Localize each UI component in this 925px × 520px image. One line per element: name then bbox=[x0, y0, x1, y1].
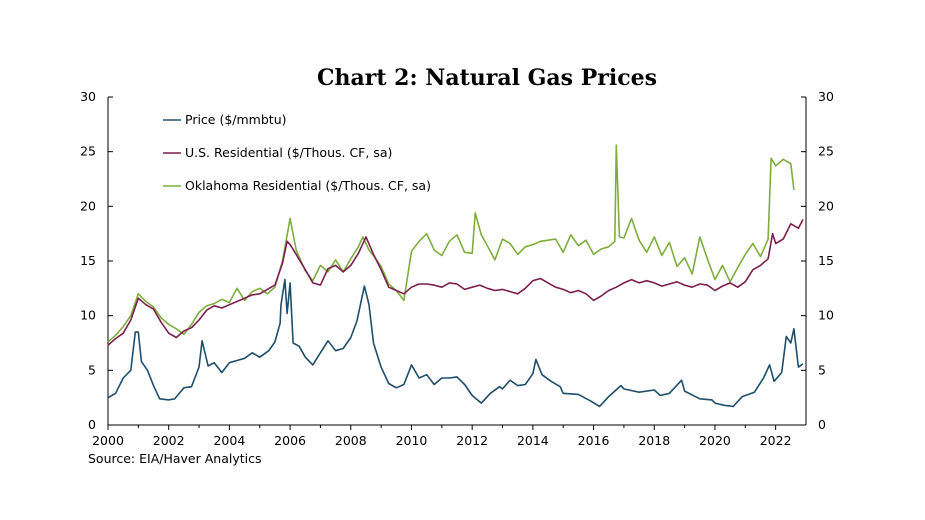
x-tick-label: 2020 bbox=[699, 433, 731, 448]
y-left-tick-label: 0 bbox=[88, 417, 96, 432]
y-axis-right-ticks: 0 5 10 15 20 25 30 bbox=[801, 89, 834, 432]
x-tick-label: 2012 bbox=[456, 433, 488, 448]
x-tick-label: 2002 bbox=[153, 433, 185, 448]
y-right-tick-label: 5 bbox=[818, 362, 826, 377]
series-line-0 bbox=[107, 278, 804, 408]
series-line-2 bbox=[107, 144, 795, 343]
legend-label: U.S. Residential ($/Thous. CF, sa) bbox=[185, 145, 392, 160]
series-line-1 bbox=[107, 219, 804, 346]
legend: Price ($/mmbtu) U.S. Residential ($/Thous… bbox=[163, 112, 431, 193]
x-tick-label: 2006 bbox=[274, 433, 306, 448]
x-axis-ticks: 2000 2002 2004 2006 2008 2010 2012 2014 2016 2018… bbox=[92, 425, 792, 448]
x-tick-label: 2010 bbox=[396, 433, 428, 448]
x-tick-label: 2004 bbox=[213, 433, 245, 448]
y-left-tick-label: 25 bbox=[80, 144, 96, 159]
y-left-tick-label: 20 bbox=[80, 198, 96, 213]
y-left-tick-label: 5 bbox=[88, 362, 96, 377]
chart-title: Chart 2: Natural Gas Prices bbox=[317, 65, 657, 91]
y-left-tick-label: 30 bbox=[80, 89, 96, 104]
y-left-tick-label: 10 bbox=[80, 308, 96, 323]
x-tick-label: 2016 bbox=[578, 433, 610, 448]
y-right-tick-label: 0 bbox=[818, 417, 826, 432]
legend-label: Price ($/mmbtu) bbox=[185, 112, 287, 127]
x-tick-label: 2000 bbox=[92, 433, 124, 448]
source-note: Source: EIA/Haver Analytics bbox=[88, 451, 262, 466]
y-left-tick-label: 15 bbox=[80, 253, 96, 268]
y-right-tick-label: 10 bbox=[818, 308, 834, 323]
y-right-tick-label: 30 bbox=[818, 89, 834, 104]
y-axis-left-ticks: 0 5 10 15 20 25 30 bbox=[80, 89, 113, 432]
x-tick-label: 2018 bbox=[638, 433, 670, 448]
y-right-tick-label: 15 bbox=[818, 253, 834, 268]
y-right-tick-label: 25 bbox=[818, 144, 834, 159]
x-tick-label: 2014 bbox=[517, 433, 549, 448]
x-tick-label: 2008 bbox=[335, 433, 367, 448]
x-tick-label: 2022 bbox=[760, 433, 792, 448]
legend-label: Oklahoma Residential ($/Thous. CF, sa) bbox=[185, 178, 431, 193]
y-right-tick-label: 20 bbox=[818, 198, 834, 213]
series-lines bbox=[107, 144, 804, 408]
